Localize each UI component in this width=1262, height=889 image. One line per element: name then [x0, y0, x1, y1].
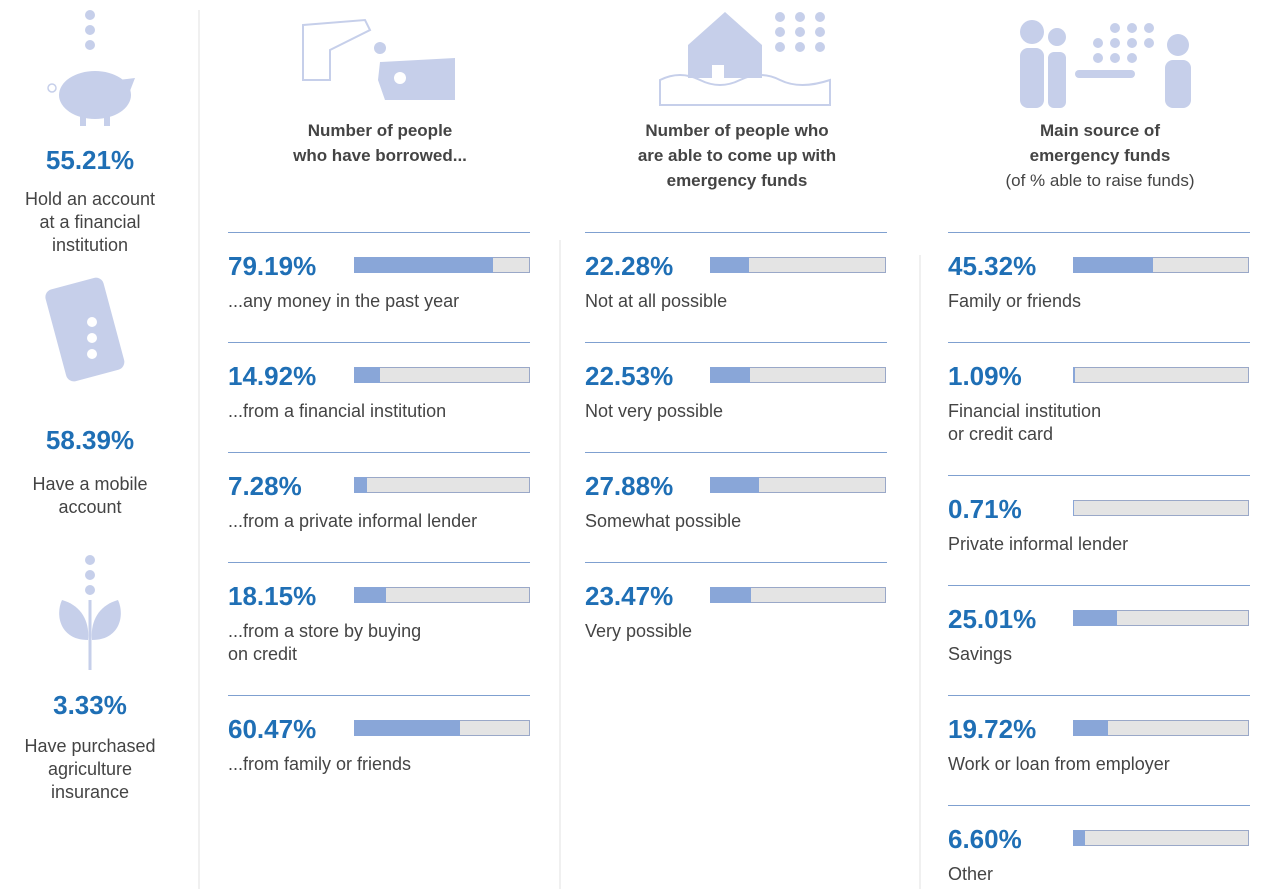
stat-label: Have purchased agriculture insurance — [24, 736, 156, 802]
row-rule — [585, 342, 887, 343]
row-label: Private informal lender — [948, 534, 1129, 554]
stat-value: 3.33% — [53, 690, 127, 720]
bar — [1073, 257, 1153, 273]
value-label: 22.53% — [585, 361, 674, 391]
row-rule — [228, 232, 530, 233]
row-label: ...any money in the past year — [228, 291, 460, 311]
row-label: Somewhat possible — [585, 511, 742, 531]
row-rule — [948, 805, 1250, 806]
value-label: 7.28% — [228, 471, 302, 501]
row-label: ...from a financial institution — [228, 401, 447, 421]
bar-track — [1073, 500, 1249, 516]
bar — [354, 367, 381, 383]
bar — [1073, 830, 1085, 846]
row-rule — [948, 342, 1250, 343]
bar — [710, 257, 750, 273]
bar-track — [354, 477, 530, 493]
row-rule — [948, 475, 1250, 476]
value-label: 60.47% — [228, 714, 317, 744]
row-label: ...from a private informal lender — [228, 511, 478, 531]
bar-track — [1073, 830, 1249, 846]
bar-track — [354, 367, 530, 383]
row-label: Work or loan from employer — [948, 754, 1170, 774]
bar — [354, 587, 386, 603]
row-rule — [228, 695, 530, 696]
house-icon — [659, 12, 831, 106]
value-label: 14.92% — [228, 361, 317, 391]
row-label: Other — [948, 864, 994, 884]
row-rule — [585, 562, 887, 563]
value-label: 25.01% — [948, 604, 1037, 634]
value-label: 23.47% — [585, 581, 674, 611]
column-title: Main source of emergency funds — [1029, 121, 1171, 165]
bar — [1073, 367, 1075, 383]
value-label: 18.15% — [228, 581, 317, 611]
bar — [1073, 720, 1108, 736]
row-rule — [228, 562, 530, 563]
bar — [710, 477, 760, 493]
column-title: Number of people who have borrowed... — [293, 121, 467, 165]
piggy-bank-icon — [47, 10, 135, 126]
column-title: Number of people who are able to come up… — [637, 121, 837, 190]
row-label: Family or friends — [948, 291, 1082, 311]
row-rule — [228, 452, 530, 453]
stat-value: 58.39% — [45, 425, 135, 455]
bar — [1073, 500, 1075, 516]
row-rule — [585, 452, 887, 453]
row-rule — [948, 232, 1250, 233]
bar — [354, 257, 494, 273]
bar — [710, 587, 752, 603]
value-label: 79.19% — [228, 251, 317, 281]
value-label: 27.88% — [585, 471, 674, 501]
row-rule — [948, 585, 1250, 586]
bar — [354, 477, 367, 493]
phone-icon — [45, 277, 125, 382]
row-label: Savings — [948, 644, 1013, 664]
row-label: Not at all possible — [585, 291, 728, 311]
value-label: 22.28% — [585, 251, 674, 281]
value-label: 45.32% — [948, 251, 1037, 281]
row-label: Very possible — [585, 621, 693, 641]
value-label: 0.71% — [948, 494, 1022, 524]
row-rule — [948, 695, 1250, 696]
row-rule — [228, 342, 530, 343]
bar — [1073, 610, 1118, 626]
people-icon — [1020, 20, 1191, 108]
column-subtitle: (of % able to raise funds) — [1005, 171, 1195, 190]
plant-icon — [59, 555, 121, 670]
stat-label: Hold an account at a financial instituti… — [24, 189, 156, 255]
row-label: ...from family or friends — [228, 754, 412, 774]
row-rule — [585, 232, 887, 233]
bar — [710, 367, 750, 383]
value-label: 19.72% — [948, 714, 1037, 744]
value-label: 1.09% — [948, 361, 1022, 391]
hands-icon — [302, 18, 455, 100]
row-label: Not very possible — [585, 401, 724, 421]
stat-value: 55.21% — [45, 145, 135, 175]
bar — [354, 720, 461, 736]
row-label: ...from a store by buying on credit — [228, 621, 422, 664]
row-label: Financial institution or credit card — [948, 401, 1102, 444]
stat-label: Have a mobile account — [32, 474, 148, 517]
bar-track — [1073, 367, 1249, 383]
value-label: 6.60% — [948, 824, 1022, 854]
